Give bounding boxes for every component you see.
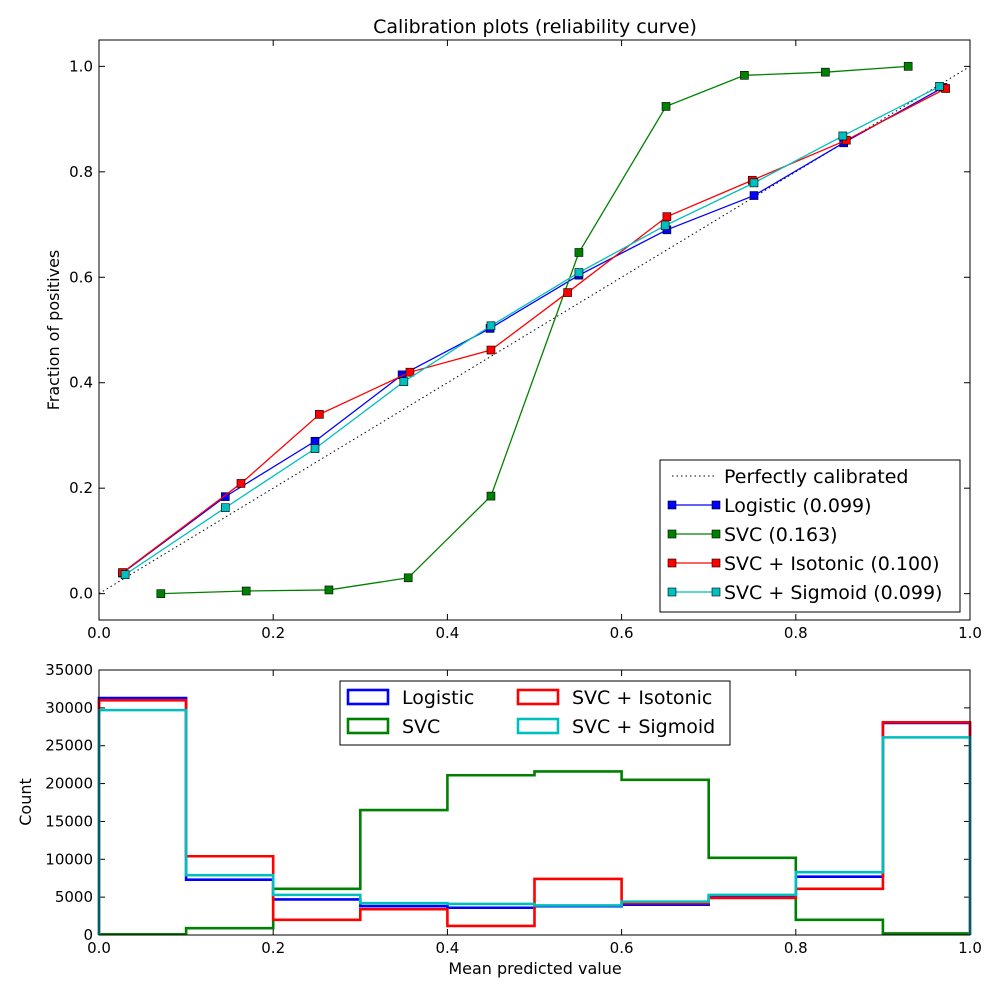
svc-sigmoid-point [120, 570, 130, 579]
histogram-x-tick-label: 1.0 [958, 939, 982, 957]
calibration-y-axis-label: Fraction of positives [44, 250, 63, 411]
logistic-point [220, 492, 230, 501]
histogram-y-tick-label: 30000 [45, 699, 93, 717]
legend-logistic-marker [711, 500, 721, 510]
histogram-x-axis-label: Mean predicted value [448, 959, 621, 978]
calibration-chart-title: Calibration plots (reliability curve) [373, 16, 697, 38]
svc-sigmoid-point [749, 178, 759, 188]
histogram-y-tick-label: 15000 [45, 812, 93, 830]
calibration-y-tick-label: 0.8 [69, 163, 93, 181]
svc-isotonic-point [486, 345, 496, 355]
legend-svc-label: SVC [402, 716, 440, 738]
svc-sigmoid-point [220, 503, 230, 512]
legend-svc-sigmoid-swatch [516, 717, 560, 735]
svc-curve [160, 65, 909, 595]
histogram-x-tick-label: 0.0 [87, 939, 111, 957]
calibration-x-tick-label: 1.0 [958, 624, 982, 642]
svc-point [574, 248, 584, 257]
svc-sigmoid-point [935, 82, 944, 91]
svc-isotonic-point [563, 288, 572, 297]
svc-sigmoid-point [486, 321, 496, 331]
histogram-x-tick-label: 0.8 [784, 939, 808, 957]
calibration-legend-box [659, 459, 961, 613]
histogram-chart: Mean predicted value Count 0.0 0.2 0.4 0.6 0… [16, 661, 982, 978]
legend-logistic-swatch [346, 688, 390, 706]
calibration-x-tick-label: 0.2 [261, 624, 285, 642]
legend-svc-marker [711, 529, 721, 539]
svc-histogram-step [97, 770, 972, 936]
calibration-chart: Calibration plots (reliability curve) Fr… [44, 16, 982, 642]
histogram-plot-area: 0.0 0.2 0.4 0.6 0.8 1.0 0 5000 10000 15000 20000 25… [45, 661, 982, 957]
svc-sigmoid-point [574, 268, 584, 277]
svc-point [740, 71, 749, 80]
legend-svc-sigmoid-marker [711, 587, 721, 597]
histogram-y-tick-label: 10000 [45, 850, 93, 868]
calibration-y-tick-label: 0.6 [69, 268, 93, 286]
svc-point [903, 62, 913, 71]
perfectly-calibrated-line [98, 65, 971, 595]
legend-svc-isotonic-marker [667, 558, 677, 568]
calibration-y-tick-label: 0.0 [69, 585, 93, 603]
histogram-y-tick-label: 35000 [45, 661, 93, 679]
histogram-y-tick-label: 0 [83, 926, 93, 944]
svc-point [156, 589, 166, 598]
svc-sigmoid-histogram-step [97, 708, 972, 935]
calibration-x-tick-label: 0.4 [435, 624, 459, 642]
calibration-x-tick-label: 0.6 [610, 624, 634, 642]
calibration-x-tick-label: 0.0 [87, 624, 111, 642]
svc-point [821, 67, 830, 77]
svc-point [403, 573, 413, 583]
legend-svc-isotonic-label: SVC + Isotonic (0.100) [724, 553, 940, 575]
legend-svc-isotonic-swatch [516, 688, 560, 706]
legend-logistic-label: Logistic [402, 687, 474, 709]
svc-point [241, 586, 251, 596]
calibration-y-tick-label: 0.2 [69, 479, 93, 497]
histogram-x-tick-label: 0.4 [435, 939, 459, 957]
legend-svc-sigmoid-label: SVC + Sigmoid (0.099) [724, 582, 942, 604]
svc-isotonic-histogram-step [97, 698, 972, 935]
logistic-curve [122, 86, 944, 574]
svc-isotonic-point [662, 212, 672, 221]
legend-svc-sigmoid-label: SVC + Sigmoid [572, 716, 715, 738]
svc-sigmoid-curve [124, 85, 940, 576]
svc-sigmoid-point [660, 221, 670, 230]
svc-isotonic-point [405, 367, 415, 377]
legend-logistic-marker [667, 500, 677, 510]
histogram-x-tick-label: 0.2 [261, 939, 285, 957]
histogram-y-tick-label: 25000 [45, 737, 93, 755]
svc-isotonic-point [315, 410, 324, 419]
histogram-axes-frame [98, 669, 971, 936]
legend-svc-label: SVC (0.163) [724, 524, 838, 546]
calibration-x-tick-label: 0.8 [784, 624, 808, 642]
legend-svc-swatch [346, 717, 390, 735]
calibration-legend: Perfectly calibrated Logistic (0.099) SVC … [659, 459, 961, 613]
svc-sigmoid-point [399, 377, 409, 386]
svc-point [324, 585, 334, 595]
logistic-point [749, 191, 759, 200]
legend-perfectly-calibrated-label: Perfectly calibrated [724, 466, 908, 488]
histogram-y-axis-label: Count [16, 778, 35, 826]
svc-point [661, 102, 671, 111]
logistic-point [310, 436, 320, 446]
histogram-legend: Logistic SVC SVC + Isotonic SVC + Sigmoid [339, 680, 731, 746]
calibration-y-tick-label: 0.4 [69, 374, 93, 392]
calibration-plot-area: 0.0 0.2 0.4 0.6 0.8 1.0 0.0 0.2 0.4 0.6 0.8 1.0 [69, 40, 982, 642]
histogram-y-tick-label: 20000 [45, 775, 93, 793]
legend-svc-marker [667, 529, 677, 539]
svc-sigmoid-point [838, 131, 848, 141]
histogram-x-tick-label: 0.6 [610, 939, 634, 957]
histogram-legend-box [339, 680, 731, 746]
legend-svc-isotonic-label: SVC + Isotonic [572, 687, 712, 709]
svc-sigmoid-point [310, 444, 320, 453]
svc-point [486, 491, 496, 501]
legend-svc-sigmoid-marker [667, 587, 677, 597]
calibration-axes-frame [98, 39, 971, 621]
histogram-y-tick-label: 5000 [55, 888, 93, 906]
svc-isotonic-curve [122, 87, 946, 574]
legend-logistic-label: Logistic (0.099) [724, 495, 872, 517]
calibration-y-tick-label: 1.0 [69, 57, 93, 75]
svc-isotonic-point [236, 479, 246, 488]
legend-svc-isotonic-marker [711, 558, 721, 568]
